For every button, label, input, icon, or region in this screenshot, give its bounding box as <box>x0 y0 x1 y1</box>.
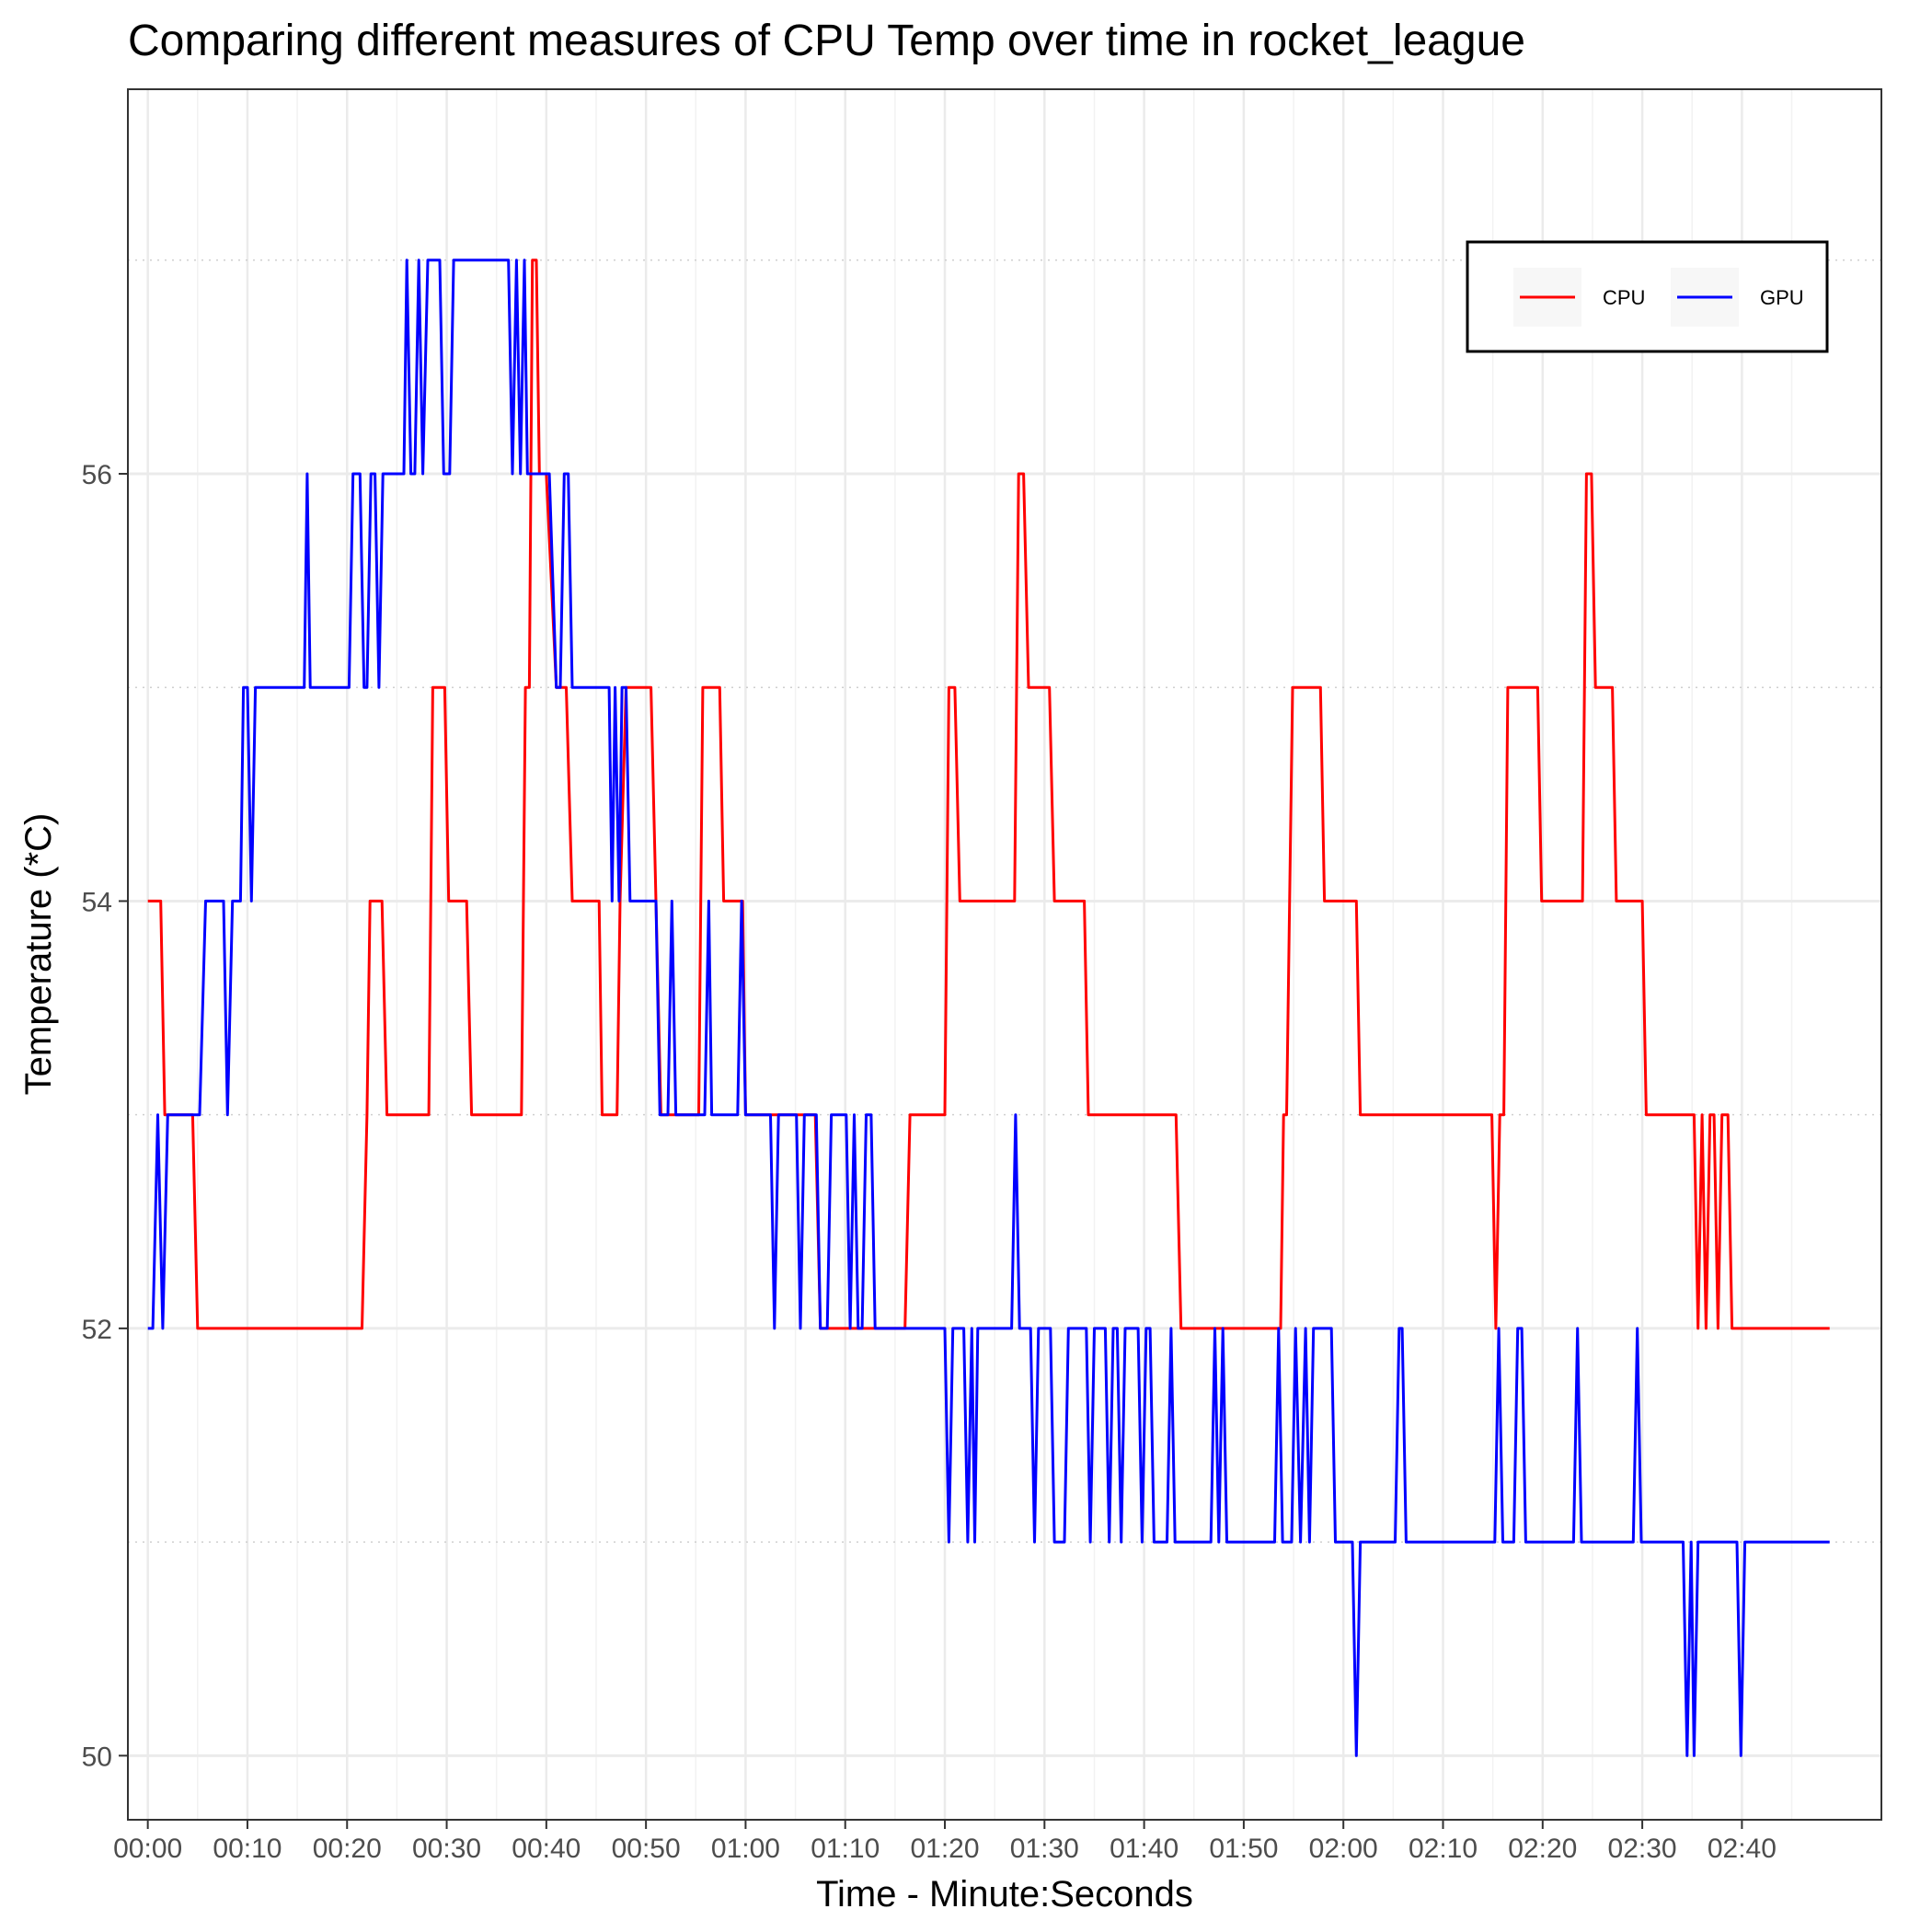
y-tick-label: 56 <box>82 460 112 490</box>
x-axis-title: Time - Minute:Seconds <box>816 1874 1193 1915</box>
x-tick-label: 00:40 <box>512 1834 581 1864</box>
y-tick-label: 54 <box>82 887 112 917</box>
x-tick-label: 02:30 <box>1608 1834 1677 1864</box>
legend-label-gpu: GPU <box>1760 286 1804 309</box>
y-axis: 50 52 54 56 <box>82 460 128 1772</box>
x-tick-label: 02:20 <box>1508 1834 1577 1864</box>
x-tick-label: 02:40 <box>1708 1834 1777 1864</box>
x-tick-label: 02:00 <box>1309 1834 1378 1864</box>
plot-series <box>147 259 1830 1757</box>
x-tick-label: 01:10 <box>811 1834 880 1864</box>
x-tick-label: 00:10 <box>213 1834 282 1864</box>
chart-title: Comparing different measures of CPU Temp… <box>128 17 1525 65</box>
x-tick-label: 00:50 <box>612 1834 681 1864</box>
x-tick-label: 00:20 <box>313 1834 382 1864</box>
y-tick-label: 52 <box>82 1315 112 1345</box>
x-tick-label: 01:30 <box>1010 1834 1079 1864</box>
series-line-cpu <box>147 259 1830 1330</box>
y-tick-label: 50 <box>82 1742 112 1772</box>
x-tick-label: 01:00 <box>711 1834 780 1864</box>
x-tick-label: 02:10 <box>1409 1834 1478 1864</box>
x-tick-label: 01:40 <box>1110 1834 1179 1864</box>
x-tick-label: 00:30 <box>412 1834 481 1864</box>
legend: CPU GPU <box>1466 240 1829 353</box>
x-tick-label: 00:00 <box>113 1834 182 1864</box>
legend-items: CPU GPU <box>1513 268 1804 327</box>
legend-label-cpu: CPU <box>1603 286 1645 309</box>
x-tick-label: 01:50 <box>1209 1834 1278 1864</box>
x-axis: 00:00 00:10 00:20 00:30 00:40 00:50 01:00 01:10… <box>113 1820 1777 1864</box>
x-tick-label: 01:20 <box>910 1834 979 1864</box>
series-line-gpu <box>147 259 1830 1757</box>
y-axis-title: Temperature (*C) <box>18 813 59 1096</box>
plot-panel-border <box>127 88 1882 1821</box>
